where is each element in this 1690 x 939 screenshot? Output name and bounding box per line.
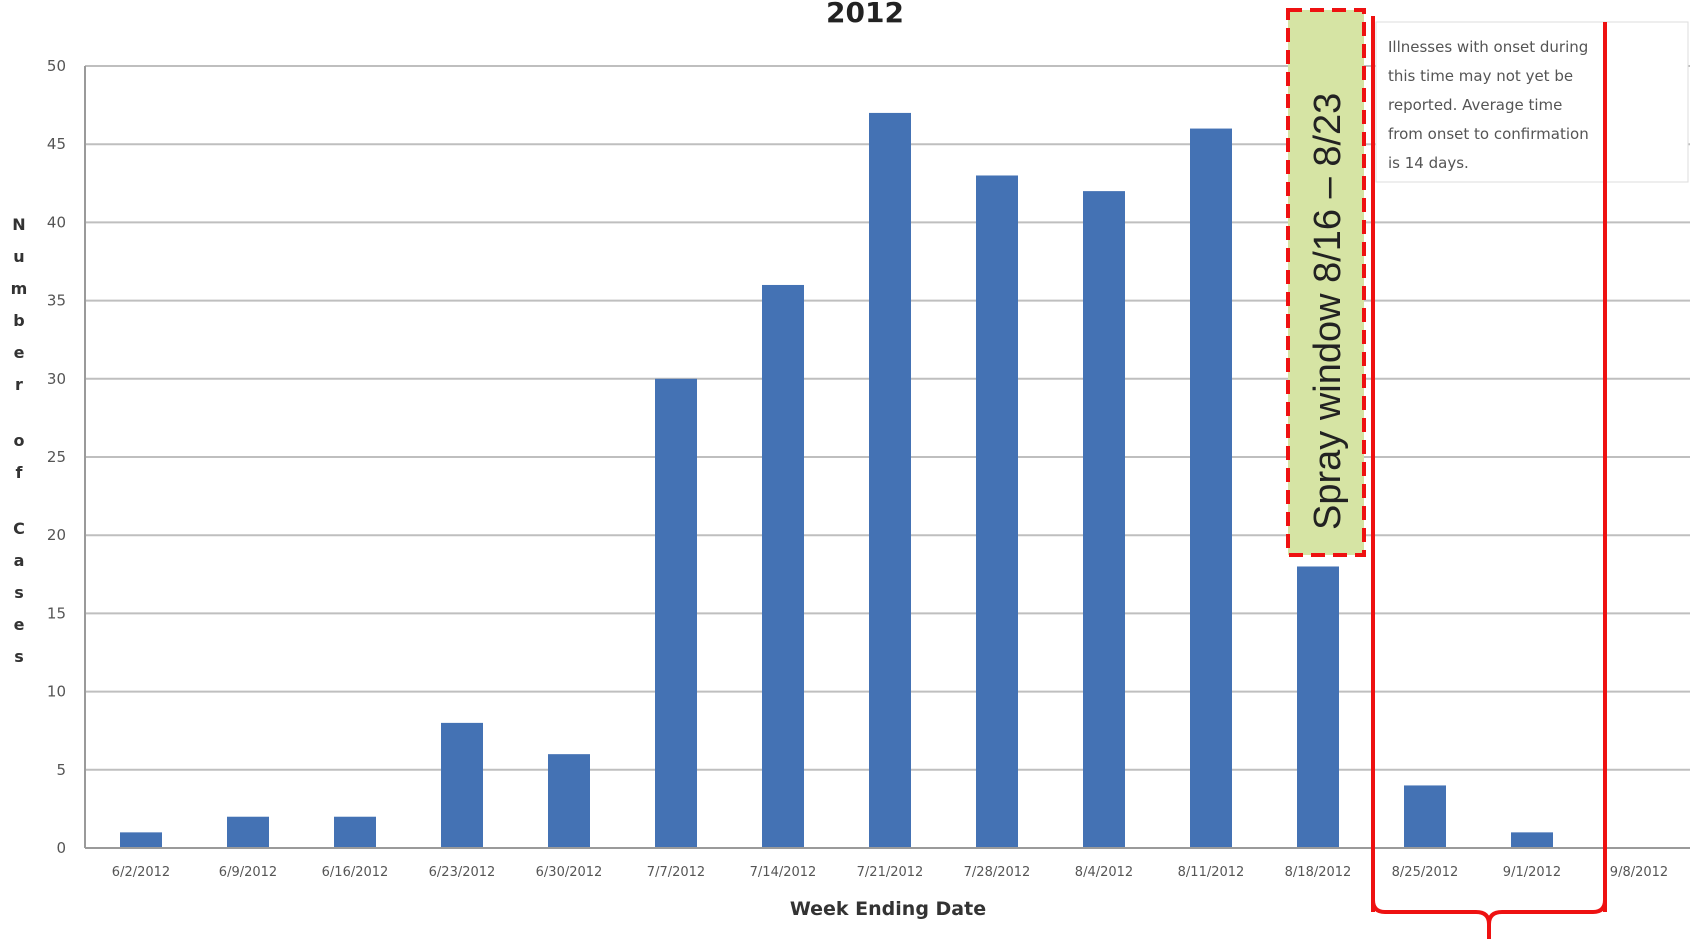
- y-axis-title-letter: N: [12, 215, 25, 234]
- y-axis-title-letter: s: [14, 647, 24, 666]
- bar: [762, 284, 804, 849]
- note-line: from onset to confirmation: [1388, 125, 1589, 143]
- y-tick-label: 10: [47, 683, 66, 701]
- x-tick-label: 7/28/2012: [964, 865, 1031, 880]
- x-tick-label: 8/4/2012: [1075, 865, 1133, 880]
- bars: [120, 112, 1553, 849]
- x-tick-label: 7/21/2012: [857, 865, 924, 880]
- x-tick-label: 7/14/2012: [750, 865, 817, 880]
- y-axis-title-letter: m: [11, 279, 28, 298]
- y-axis-title-letter: s: [14, 583, 24, 602]
- x-tick-label: 9/1/2012: [1503, 865, 1561, 880]
- y-axis-title-letter: C: [13, 519, 25, 538]
- bar: [1404, 785, 1446, 848]
- y-axis-ticks: 0 5 10 15 20 25 30 35 40 45 50: [47, 57, 66, 857]
- x-tick-label: 6/2/2012: [112, 865, 170, 880]
- spray-window-box: [1286, 8, 1366, 557]
- x-tick-label: 9/8/2012: [1610, 865, 1668, 880]
- y-tick-label: 35: [47, 292, 66, 310]
- bar: [334, 816, 376, 848]
- note-line: is 14 days.: [1388, 154, 1469, 172]
- y-tick-label: 5: [56, 761, 66, 779]
- y-tick-label: 15: [47, 604, 66, 622]
- note-text: Illnesses with onset during this time may…: [1388, 38, 1589, 172]
- bar: [548, 754, 590, 848]
- x-tick-label: 8/18/2012: [1285, 865, 1352, 880]
- bar: [869, 112, 911, 849]
- x-tick-label: 6/23/2012: [429, 865, 496, 880]
- y-tick-label: 50: [47, 57, 66, 75]
- x-axis-ticks: 6/2/2012 6/9/2012 6/16/2012 6/23/2012 6/30/2…: [112, 865, 1668, 880]
- y-axis-title-letter: o: [14, 431, 25, 450]
- x-tick-label: 6/16/2012: [322, 865, 389, 880]
- chart-title: 2012: [826, 0, 904, 29]
- y-axis-title-letter: a: [14, 551, 25, 570]
- bracket-bottom-brace: [1371, 899, 1607, 939]
- bar: [1190, 128, 1232, 848]
- spray-window-annotation: Spray window 8/16 – 8/23: [1286, 8, 1366, 557]
- y-tick-label: 0: [56, 839, 66, 857]
- y-axis-title-letter: u: [13, 247, 24, 266]
- x-tick-label: 8/25/2012: [1392, 865, 1459, 880]
- x-tick-label: 7/7/2012: [647, 865, 705, 880]
- note-line: reported. Average time: [1388, 96, 1562, 114]
- x-axis-title: Week Ending Date: [790, 898, 986, 920]
- bar: [655, 378, 697, 848]
- y-axis-title-letter: e: [14, 343, 25, 362]
- y-axis-title-letter: e: [14, 615, 25, 634]
- y-tick-label: 40: [47, 213, 66, 231]
- bar: [1297, 566, 1339, 848]
- y-axis-title-letter: r: [15, 375, 23, 394]
- y-axis-title-letter: b: [13, 311, 24, 330]
- y-tick-label: 20: [47, 526, 66, 544]
- x-tick-label: 6/9/2012: [219, 865, 277, 880]
- x-tick-label: 8/11/2012: [1178, 865, 1245, 880]
- bar: [976, 175, 1018, 849]
- bar: [227, 816, 269, 848]
- bar: [1083, 191, 1125, 848]
- bar: [1511, 832, 1553, 848]
- y-axis-title-letter: f: [16, 463, 24, 482]
- note-line: Illnesses with onset during: [1388, 38, 1588, 56]
- note-box: [1375, 21, 1689, 183]
- y-tick-label: 45: [47, 135, 66, 153]
- bar: [120, 832, 162, 848]
- reporting-lag-note: Illnesses with onset during this time may…: [1375, 21, 1689, 183]
- reporting-lag-bracket: [1371, 16, 1607, 939]
- y-tick-label: 25: [47, 448, 66, 466]
- bar: [441, 722, 483, 848]
- spray-window-label: Spray window 8/16 – 8/23: [1307, 93, 1349, 530]
- y-tick-label: 30: [47, 370, 66, 388]
- x-tick-label: 6/30/2012: [536, 865, 603, 880]
- note-line: this time may not yet be: [1388, 67, 1573, 85]
